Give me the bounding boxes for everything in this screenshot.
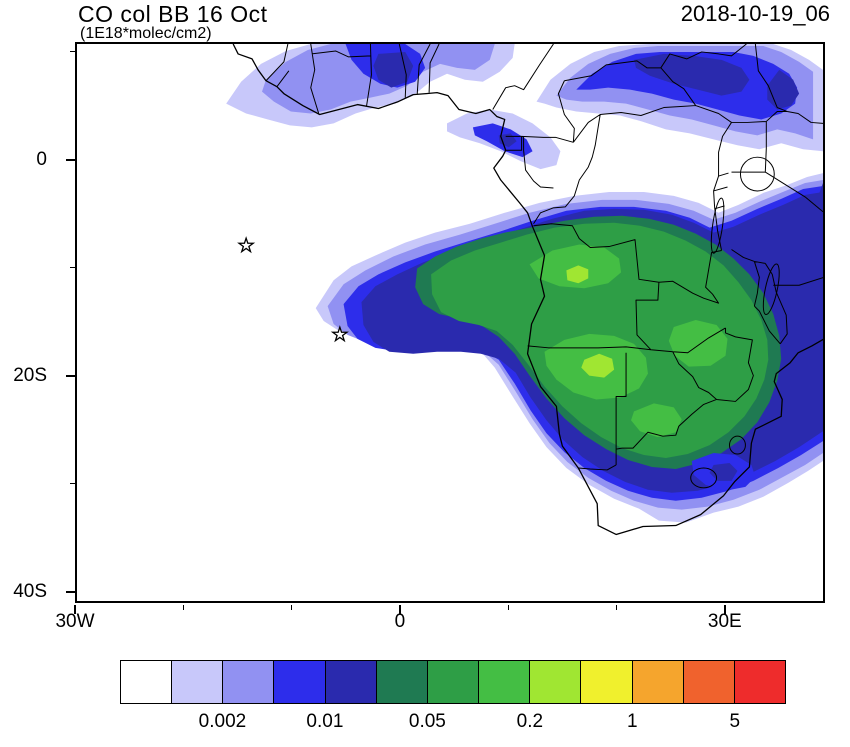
contour-region [529,244,622,289]
colorbar-tick-label: 5 [729,711,741,732]
colorbar-cell [426,660,480,704]
colorbar-cell [324,660,377,704]
lakes [710,156,780,316]
x-tick [398,605,401,614]
lake-tanganyika [710,197,725,254]
x-minor-tick [507,605,509,610]
map-frame [75,42,825,603]
lake-malawi [762,263,780,316]
colorbar-tick-label: 0.01 [306,711,344,732]
x-minor-tick [182,605,184,610]
star-marker [330,325,349,343]
x-tick-label: 30E [707,611,742,632]
colorbar-cell [631,660,684,704]
y-tick-label: 0 [36,148,47,170]
colorbar-tick-label: 0.2 [516,711,544,732]
contour-region [566,265,589,284]
contour-region [767,69,800,110]
map-svg [226,44,823,536]
x-minor-tick [291,605,293,610]
colorbar-cell [580,660,633,704]
contour-region [668,320,728,367]
lake-victoria [739,156,775,192]
colorbar-tick-label: 0.05 [408,711,446,732]
colorbar-cell [478,660,531,704]
timestamp-label: 2018-10-19_06 [680,1,830,26]
colorbar-cell [682,660,735,704]
y-tick [66,590,75,593]
borders-path [265,44,823,471]
y-tick [66,374,75,377]
colorbar-tick-label: 1 [627,711,638,732]
colorbar [120,660,787,704]
page-title: CO col BB 16 Oct [78,1,268,27]
x-tick [74,605,76,614]
lesotho-border [690,467,718,489]
colorbar-cell [733,660,787,704]
y-minor-tick [70,51,75,53]
contour-fills [226,44,823,523]
x-tick [723,605,726,614]
country-borders [265,44,823,489]
y-minor-tick [70,483,75,485]
units-subtitle: (1E18*molec/cm2) [80,25,212,42]
colorbar-cell [375,660,428,704]
star-markers [237,236,349,343]
y-tick-label: 40S [13,580,47,602]
x-tick-label: 30W [55,611,95,632]
colorbar-cell [120,660,173,704]
eswatini-border [729,435,746,455]
x-tick-label: 0 [394,611,406,632]
colorbar-cell [529,660,582,704]
contour-region [631,403,682,438]
y-tick [66,158,75,161]
coastline-path [232,44,823,536]
y-tick-label: 20S [13,364,47,386]
y-minor-tick [70,267,75,269]
colorbar-tick-label: 0.002 [198,711,247,732]
star-marker [237,236,256,254]
colorbar-cell [222,660,275,704]
contour-region [581,353,615,378]
colorbar-cell [273,660,326,704]
x-minor-tick [616,605,617,610]
colorbar-cell [171,660,224,704]
